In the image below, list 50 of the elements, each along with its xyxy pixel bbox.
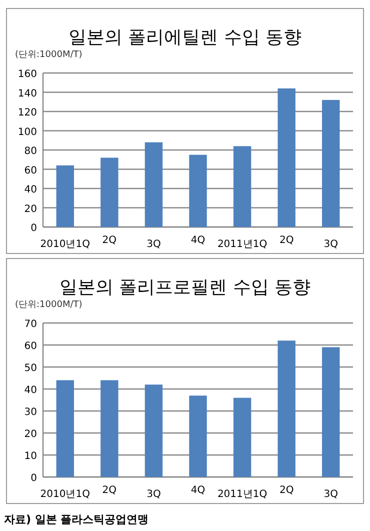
y-tick-label: 0 [30, 473, 37, 484]
y-tick-label: 120 [18, 108, 37, 118]
chart-title: 일본의 폴리에틸렌 수입 동향 [68, 27, 302, 48]
bar [278, 340, 296, 477]
x-tick-label: 2Q [279, 235, 294, 246]
y-tick-label: 40 [24, 184, 37, 196]
bar [189, 396, 207, 477]
y-tick-label: 70 [24, 319, 37, 330]
y-tick-label: 10 [24, 451, 37, 462]
text: 자료) 일본 플라스틱공업연맹 [4, 512, 149, 527]
y-tick-label: 30 [24, 407, 37, 418]
bar [189, 154, 207, 227]
x-tick-label: 2010년1Q [40, 489, 90, 500]
x-tick-label: 2Q [279, 485, 294, 496]
y-tick-label: 60 [24, 341, 37, 352]
y-axis-title: (단위:1000M/T) [15, 50, 82, 60]
y-tick-label: 160 [18, 69, 37, 80]
x-tick-label: 4Q [190, 485, 206, 496]
chart-title: 일본의 폴리프로필렌 수입 동향 [59, 277, 311, 298]
x-tick-label: 3Q [146, 239, 161, 250]
y-tick-label: 0 [30, 223, 37, 234]
x-tick-label: 3Q [324, 489, 338, 500]
y-tick-label: 60 [24, 165, 37, 176]
y-axis-title: (단위:1000M/T) [15, 300, 82, 310]
x-tick-label: 2Q [102, 485, 117, 496]
y-tick-label: 40 [24, 385, 37, 396]
bar [144, 384, 163, 477]
y-tick-label: 80 [24, 146, 37, 157]
bar [100, 158, 118, 227]
bar [100, 380, 118, 477]
bar [233, 146, 252, 227]
x-tick-label: 3Q [146, 489, 161, 500]
bar [322, 347, 340, 477]
y-tick-label: 140 [18, 88, 37, 100]
bar [278, 88, 296, 227]
y-tick-label: 20 [24, 204, 37, 215]
y-tick-label: 20 [24, 429, 37, 440]
bar [322, 100, 340, 227]
x-tick-label: 2Q [102, 235, 117, 246]
x-tick-label: 4Q [190, 235, 206, 246]
x-tick-label: 2011년1Q [217, 239, 268, 250]
y-tick-label: 50 [24, 363, 37, 374]
bar [233, 398, 252, 477]
y-tick-label: 100 [18, 126, 37, 138]
x-tick-label: 3Q [324, 239, 338, 250]
bar [144, 142, 163, 227]
bar [56, 165, 74, 227]
x-tick-label: 2010년1Q [40, 239, 90, 250]
bar [56, 380, 74, 477]
x-tick-label: 2011년1Q [217, 489, 268, 500]
